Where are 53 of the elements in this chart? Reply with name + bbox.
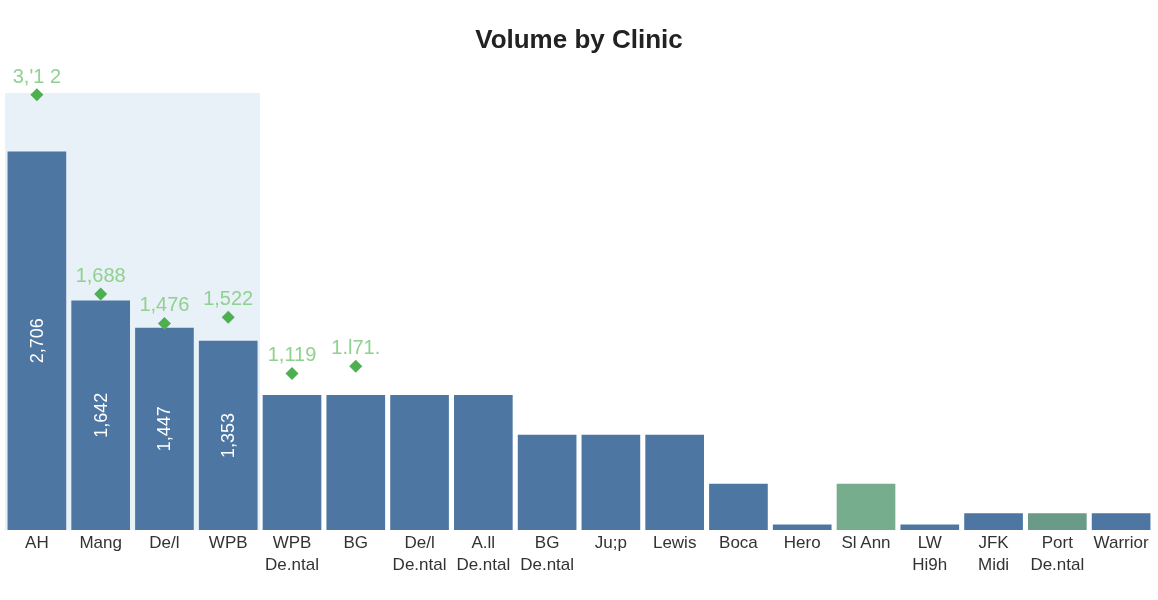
point	[285, 367, 299, 381]
x-tick-label: Hero	[783, 533, 821, 552]
x-tick-label: Mang	[79, 533, 122, 552]
data-label: 1,476	[139, 293, 190, 316]
bar	[326, 394, 386, 530]
x-tick-label: De/l De.ntal	[392, 533, 447, 575]
x-tick-label: Boca	[719, 533, 759, 552]
x-tick-label: Ju;p	[594, 533, 627, 552]
point	[157, 317, 171, 331]
x-tick-label: BG De.ntal	[520, 533, 575, 575]
bar	[645, 434, 704, 530]
x-tick-label: AH	[25, 533, 49, 552]
x-tick-label: JFK Midi	[977, 533, 1010, 575]
chart-title: Volume by Clinic	[475, 24, 683, 55]
bar	[198, 340, 258, 530]
x-tick-label: BG	[343, 533, 369, 552]
data-label: 3,'1 2	[12, 64, 62, 87]
data-label: 1,119	[267, 343, 317, 366]
x-tick-label: LW Hi9h	[912, 533, 948, 575]
bar	[964, 513, 1023, 530]
data-label: 2,706	[26, 318, 47, 364]
bar	[135, 327, 194, 530]
bar	[709, 483, 768, 530]
x-tick-label: De/l	[149, 533, 180, 552]
data-label: 1,522	[203, 286, 254, 309]
point	[30, 88, 44, 102]
data-label: 1,353	[218, 412, 239, 458]
x-tick-label: WPB De.ntal	[265, 533, 319, 575]
point	[221, 310, 235, 324]
bar	[517, 434, 577, 530]
x-tick-label: WPB	[208, 533, 248, 552]
data-label: 1,447	[154, 406, 175, 452]
bar	[900, 524, 960, 530]
bar	[454, 394, 513, 530]
bar	[581, 434, 641, 530]
bar	[1028, 513, 1087, 530]
bar	[1091, 513, 1151, 530]
x-tick-label: A.ll De.ntal	[456, 533, 511, 575]
data-label: 1,642	[90, 392, 111, 438]
bar	[390, 394, 449, 530]
bar	[71, 300, 130, 530]
point	[94, 287, 108, 301]
bar	[7, 151, 67, 530]
point	[349, 359, 363, 373]
x-tick-label: Lewis	[652, 533, 697, 552]
bar	[836, 483, 896, 530]
bar	[262, 394, 322, 530]
data-label: 1,688	[75, 263, 126, 286]
x-tick-label: Port De.ntal	[1030, 533, 1085, 575]
x-tick-label: Sl Ann	[841, 533, 891, 552]
x-tick-label: Warrior	[1093, 533, 1149, 552]
data-label: 1.l71.	[331, 336, 381, 358]
bar	[772, 524, 832, 530]
